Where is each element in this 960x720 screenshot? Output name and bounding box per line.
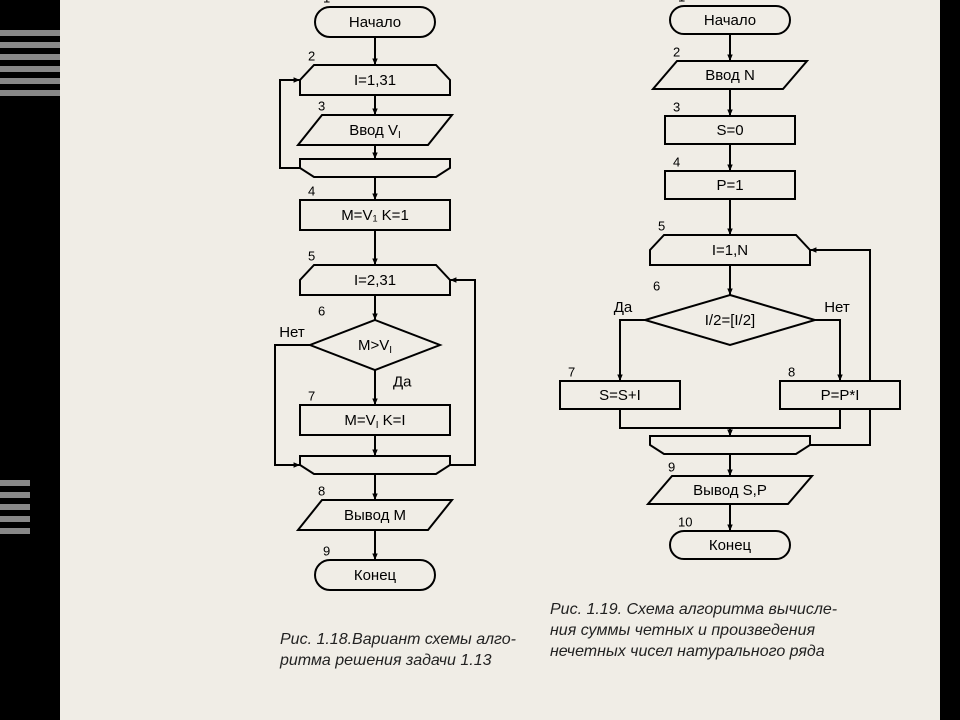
svg-text:9: 9 bbox=[668, 459, 675, 474]
decorative-stripes-top bbox=[0, 30, 60, 102]
svg-text:10: 10 bbox=[678, 514, 692, 529]
svg-text:I=2,31: I=2,31 bbox=[354, 272, 396, 289]
svg-text:I=1,31: I=1,31 bbox=[354, 72, 396, 89]
svg-text:Нет: Нет bbox=[824, 299, 850, 316]
svg-text:M=V₁ K=1: M=V₁ K=1 bbox=[341, 207, 409, 224]
svg-text:Да: Да bbox=[393, 373, 412, 390]
svg-text:4: 4 bbox=[308, 183, 315, 198]
svg-text:5: 5 bbox=[658, 218, 665, 233]
svg-text:5: 5 bbox=[308, 248, 315, 263]
svg-text:Вывод M: Вывод M bbox=[344, 507, 406, 524]
svg-text:Начало: Начало bbox=[349, 14, 401, 31]
svg-text:P=P*I: P=P*I bbox=[821, 387, 860, 404]
svg-text:3: 3 bbox=[318, 98, 325, 113]
svg-text:8: 8 bbox=[788, 364, 795, 379]
svg-text:7: 7 bbox=[568, 364, 575, 379]
flowchart-left: Да Нет Начало 1 I=1,31 2 Ввод VI 3 M=V₁ K=1 4 I=2,… bbox=[210, 0, 540, 620]
svg-text:6: 6 bbox=[318, 303, 325, 318]
svg-text:I=1,N: I=1,N bbox=[712, 242, 748, 259]
svg-text:M>VI: M>VI bbox=[358, 337, 392, 356]
svg-text:S=S+I: S=S+I bbox=[599, 387, 641, 404]
svg-text:8: 8 bbox=[318, 483, 325, 498]
svg-text:2: 2 bbox=[673, 44, 680, 59]
svg-text:Ввод N: Ввод N bbox=[705, 67, 755, 84]
svg-text:Ввод VI: Ввод VI bbox=[349, 122, 401, 141]
svg-text:P=1: P=1 bbox=[716, 177, 743, 194]
svg-text:9: 9 bbox=[323, 543, 330, 558]
svg-text:2: 2 bbox=[308, 48, 315, 63]
svg-text:I/2=[I/2]: I/2=[I/2] bbox=[705, 312, 755, 329]
caption-left: Рис. 1.18.Вариант схемы алго-ритма решен… bbox=[280, 630, 516, 672]
svg-text:4: 4 bbox=[673, 154, 680, 169]
svg-text:Нет: Нет bbox=[279, 324, 305, 341]
svg-text:Конец: Конец bbox=[354, 567, 397, 584]
svg-text:S=0: S=0 bbox=[716, 122, 743, 139]
svg-text:Вывод S,P: Вывод S,P bbox=[693, 482, 767, 499]
svg-text:3: 3 bbox=[673, 99, 680, 114]
decorative-stripes-bottom bbox=[0, 480, 60, 540]
svg-text:Да: Да bbox=[614, 299, 633, 316]
svg-text:7: 7 bbox=[308, 388, 315, 403]
svg-text:6: 6 bbox=[653, 278, 660, 293]
page-background: Да Нет Начало 1 I=1,31 2 Ввод VI 3 M=V₁ K=1 4 I=2,… bbox=[60, 0, 940, 720]
svg-text:Конец: Конец bbox=[709, 537, 752, 554]
svg-text:Начало: Начало bbox=[704, 12, 756, 29]
svg-text:1: 1 bbox=[678, 0, 685, 4]
svg-text:1: 1 bbox=[323, 0, 330, 5]
svg-text:M=VI K=I: M=VI K=I bbox=[344, 412, 405, 431]
caption-right: Рис. 1.19. Схема алгоритма вычисле-ния с… bbox=[550, 600, 837, 662]
flowchart-right: Да Нет Начало 1 Ввод N 2 S=0 3 P=1 4 I=1,N 5 I/2=[I/… bbox=[550, 0, 960, 600]
